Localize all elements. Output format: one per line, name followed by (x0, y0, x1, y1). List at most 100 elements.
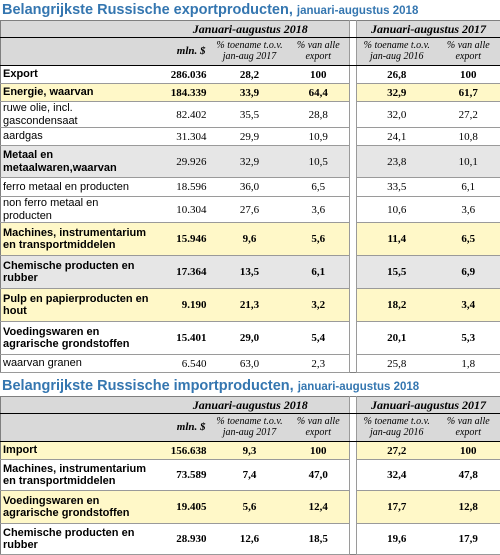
share-2017-cell: 27,2 (437, 102, 500, 128)
value-cell: 19.405 (152, 491, 212, 524)
change-2017-cell: 32,9 (357, 84, 437, 102)
column-gap (350, 256, 357, 289)
change-2018-cell: 27,6 (212, 197, 288, 223)
change-2018-header: % toename t.o.v. jan-aug 2017 (212, 38, 288, 66)
change-2018-cell: 35,5 (212, 102, 288, 128)
row-label: Machines, instrumentarium en transportmi… (1, 460, 152, 491)
share-2018-header: % van alle export (288, 38, 350, 66)
change-2018-cell: 32,9 (212, 146, 288, 178)
header-blank (1, 414, 152, 442)
share-2017-cell: 100 (437, 66, 500, 84)
share-2018-cell: 100 (288, 442, 350, 460)
value-cell: 184.339 (152, 84, 212, 102)
share-2018-cell: 100 (288, 66, 350, 84)
export-row: Voedingswaren en agrarische grondstoffen… (1, 322, 500, 355)
share-2017-cell: 3,4 (437, 289, 500, 322)
column-gap (350, 128, 357, 146)
header-blank (1, 38, 152, 66)
export-title-main: Belangrijkste Russische exportproducten, (2, 2, 293, 18)
period-2017-header: Januari-augustus 2017 (357, 21, 500, 38)
share-2018-cell: 28,8 (288, 102, 350, 128)
change-2018-cell: 9,3 (212, 442, 288, 460)
change-2018-cell: 12,6 (212, 524, 288, 555)
share-2017-header: % van alle export (437, 414, 500, 442)
share-2018-cell: 10,5 (288, 146, 350, 178)
row-label: Voedingswaren en agrarische grondstoffen (1, 322, 152, 355)
share-2018-cell: 64,4 (288, 84, 350, 102)
row-label: Pulp en papierproducten en hout (1, 289, 152, 322)
value-cell: 10.304 (152, 197, 212, 223)
header-blank (1, 21, 152, 38)
import-title-sub: januari-augustus 2018 (298, 381, 419, 393)
share-2017-cell: 47,8 (437, 460, 500, 491)
change-2017-cell: 17,7 (357, 491, 437, 524)
period-2017-header: Januari-augustus 2017 (357, 397, 500, 414)
value-cell: 18.596 (152, 178, 212, 197)
share-2017-cell: 10,1 (437, 146, 500, 178)
export-title-sub: januari-augustus 2018 (297, 5, 418, 17)
share-2017-cell: 3,6 (437, 197, 500, 223)
period-2018-header: Januari-augustus 2018 (152, 21, 350, 38)
share-2017-cell: 17,9 (437, 524, 500, 555)
change-2017-cell: 10,6 (357, 197, 437, 223)
row-label: ruwe olie, incl. gascondensaat (1, 102, 152, 128)
change-2018-cell: 63,0 (212, 355, 288, 373)
change-2018-cell: 5,6 (212, 491, 288, 524)
change-2018-cell: 13,5 (212, 256, 288, 289)
column-gap (350, 38, 357, 66)
share-2018-cell: 3,6 (288, 197, 350, 223)
value-cell: 28.930 (152, 524, 212, 555)
period-2018-header: Januari-augustus 2018 (152, 397, 350, 414)
column-gap (350, 397, 357, 414)
export-row: Machines, instrumentarium en transportmi… (1, 223, 500, 256)
column-gap (350, 66, 357, 84)
row-label: Chemische producten en rubber (1, 256, 152, 289)
row-label: Energie, waarvan (1, 84, 152, 102)
import-row: Machines, instrumentarium en transportmi… (1, 460, 500, 491)
column-gap (350, 322, 357, 355)
change-2018-cell: 7,4 (212, 460, 288, 491)
row-label: Import (1, 442, 152, 460)
unit-header: mln. $ (152, 414, 212, 442)
unit-header: mln. $ (152, 38, 212, 66)
header-blank (1, 397, 152, 414)
change-2017-cell: 24,1 (357, 128, 437, 146)
import-title: Belangrijkste Russische importproducten,… (0, 376, 500, 396)
share-2017-cell: 100 (437, 442, 500, 460)
value-cell: 156.638 (152, 442, 212, 460)
share-2017-cell: 6,9 (437, 256, 500, 289)
change-2017-header: % toename t.o.v. jan-aug 2016 (357, 414, 437, 442)
value-cell: 286.036 (152, 66, 212, 84)
change-2017-cell: 32,4 (357, 460, 437, 491)
change-2017-cell: 18,2 (357, 289, 437, 322)
column-gap (350, 178, 357, 197)
change-2018-cell: 29,0 (212, 322, 288, 355)
column-gap (350, 289, 357, 322)
change-2018-cell: 36,0 (212, 178, 288, 197)
row-label: Export (1, 66, 152, 84)
column-gap (350, 460, 357, 491)
change-2017-cell: 33,5 (357, 178, 437, 197)
value-cell: 31.304 (152, 128, 212, 146)
share-2018-cell: 47,0 (288, 460, 350, 491)
value-cell: 9.190 (152, 289, 212, 322)
change-2018-cell: 29,9 (212, 128, 288, 146)
row-label: Chemische producten en rubber (1, 524, 152, 555)
share-2018-cell: 6,5 (288, 178, 350, 197)
column-gap (350, 524, 357, 555)
change-2018-cell: 28,2 (212, 66, 288, 84)
value-cell: 73.589 (152, 460, 212, 491)
share-2017-cell: 61,7 (437, 84, 500, 102)
change-2018-cell: 9,6 (212, 223, 288, 256)
change-2017-cell: 19,6 (357, 524, 437, 555)
column-gap (350, 21, 357, 38)
